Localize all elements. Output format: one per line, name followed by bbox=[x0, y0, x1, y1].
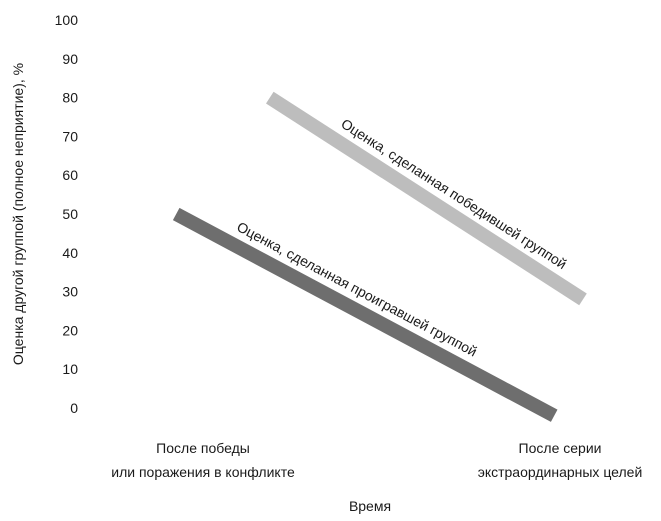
series-band bbox=[266, 91, 587, 306]
series-band bbox=[172, 207, 558, 422]
y-tick-label: 20 bbox=[62, 322, 78, 338]
series-label: Оценка, сделанная проигравшей группой bbox=[234, 218, 480, 359]
y-tick-label: 0 bbox=[70, 400, 78, 416]
y-tick-label: 30 bbox=[62, 284, 78, 300]
x-category-label: или поражения в конфликте bbox=[111, 464, 295, 480]
series-label: Оценка, сделанная победившей группой bbox=[338, 115, 569, 272]
x-category-label: После серии bbox=[519, 440, 602, 456]
x-category-label: экстраординарных целей bbox=[478, 464, 643, 480]
y-tick-label: 40 bbox=[62, 245, 78, 261]
y-tick-label: 10 bbox=[62, 361, 78, 377]
series-layer: Оценка, сделанная победившей группойОцен… bbox=[172, 91, 587, 422]
y-tick-label: 60 bbox=[62, 167, 78, 183]
x-axis-title: Время bbox=[349, 498, 391, 514]
y-tick-label: 70 bbox=[62, 128, 78, 144]
y-tick-label: 50 bbox=[62, 206, 78, 222]
x-category-label: После победы bbox=[156, 440, 250, 456]
category-labels: После победы или поражения в конфликте Пос… bbox=[111, 440, 642, 480]
y-tick-label: 100 bbox=[55, 12, 79, 28]
y-axis-ticks: 0 10 20 30 40 50 60 70 80 90 100 bbox=[55, 12, 79, 416]
y-tick-label: 90 bbox=[62, 51, 78, 67]
y-axis-title: Оценка другой группой (полное неприятие)… bbox=[10, 63, 26, 365]
y-tick-label: 80 bbox=[62, 90, 78, 106]
